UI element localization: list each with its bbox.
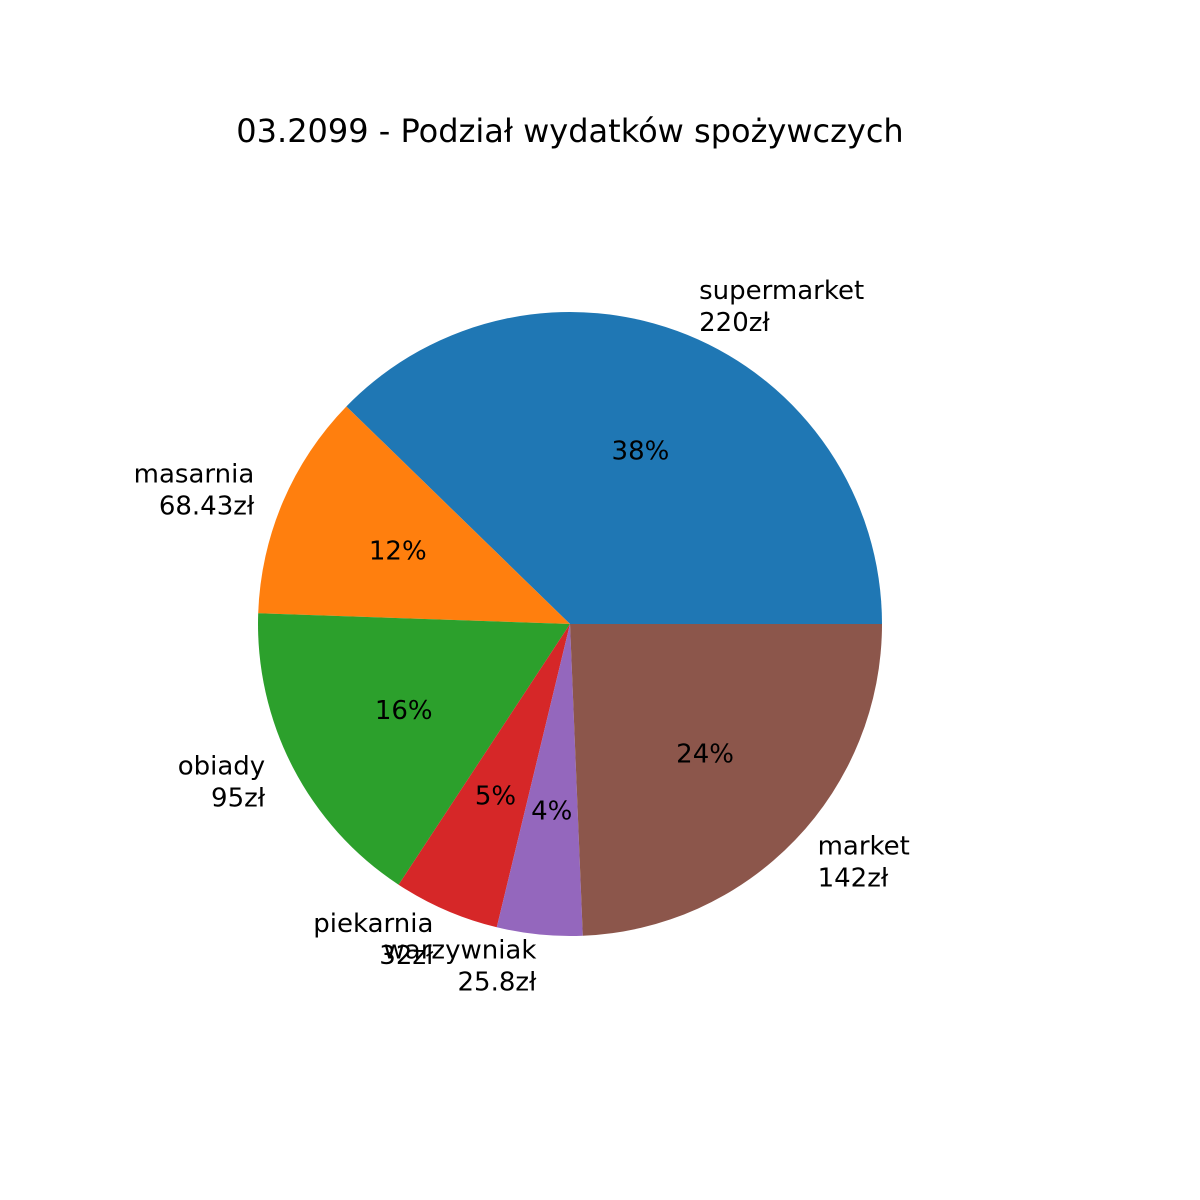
slice-name: supermarket: [699, 276, 864, 306]
percent-label-market: 24%: [676, 740, 734, 770]
percent-labels: 38% 12% 16% 5% 4% 24%: [369, 437, 734, 827]
slice-label-market: market 142zł: [818, 832, 910, 894]
slice-value: 220zł: [699, 308, 770, 338]
slice-label-supermarket: supermarket 220zł: [699, 276, 864, 338]
slice-labels: supermarket 220zł masarnia 68.43zł obiady 95z…: [134, 276, 910, 998]
percent-label-piekarnia: 5%: [475, 782, 516, 812]
slice-name: market: [818, 832, 910, 862]
percent-label-warzywniak: 4%: [531, 796, 572, 826]
slice-name: masarnia: [134, 459, 255, 489]
percent-label-obiady: 16%: [375, 696, 433, 726]
pie-slice-warzywniak: [496, 624, 583, 936]
slice-label-obiady: obiady 95zł: [178, 752, 266, 814]
slice-value: 142zł: [818, 864, 889, 894]
pie-slice-supermarket: [346, 312, 882, 624]
slice-name: warzywniak: [384, 936, 537, 966]
slice-name: piekarnia: [313, 909, 433, 939]
slice-label-piekarnia: piekarnia 32zł: [313, 909, 434, 971]
pie-slice-market: [570, 624, 882, 936]
pie-slice-obiady: [258, 613, 570, 885]
percent-label-supermarket: 38%: [612, 437, 670, 467]
slice-value: 68.43zł: [159, 491, 255, 521]
pie-slice-piekarnia: [398, 624, 570, 928]
percent-label-masarnia: 12%: [369, 537, 427, 567]
pie-slice-masarnia: [258, 406, 570, 624]
slice-value: 25.8zł: [457, 968, 537, 998]
slice-label-warzywniak: warzywniak 25.8zł: [384, 936, 537, 998]
chart-title: 03.2099 - Podział wydatków spożywczych: [236, 112, 903, 150]
pie-slices: [258, 312, 882, 936]
slice-label-masarnia: masarnia 68.43zł: [134, 459, 255, 521]
slice-name: obiady: [178, 752, 265, 782]
slice-value: 95zł: [211, 784, 266, 814]
slice-value: 32zł: [379, 941, 434, 971]
